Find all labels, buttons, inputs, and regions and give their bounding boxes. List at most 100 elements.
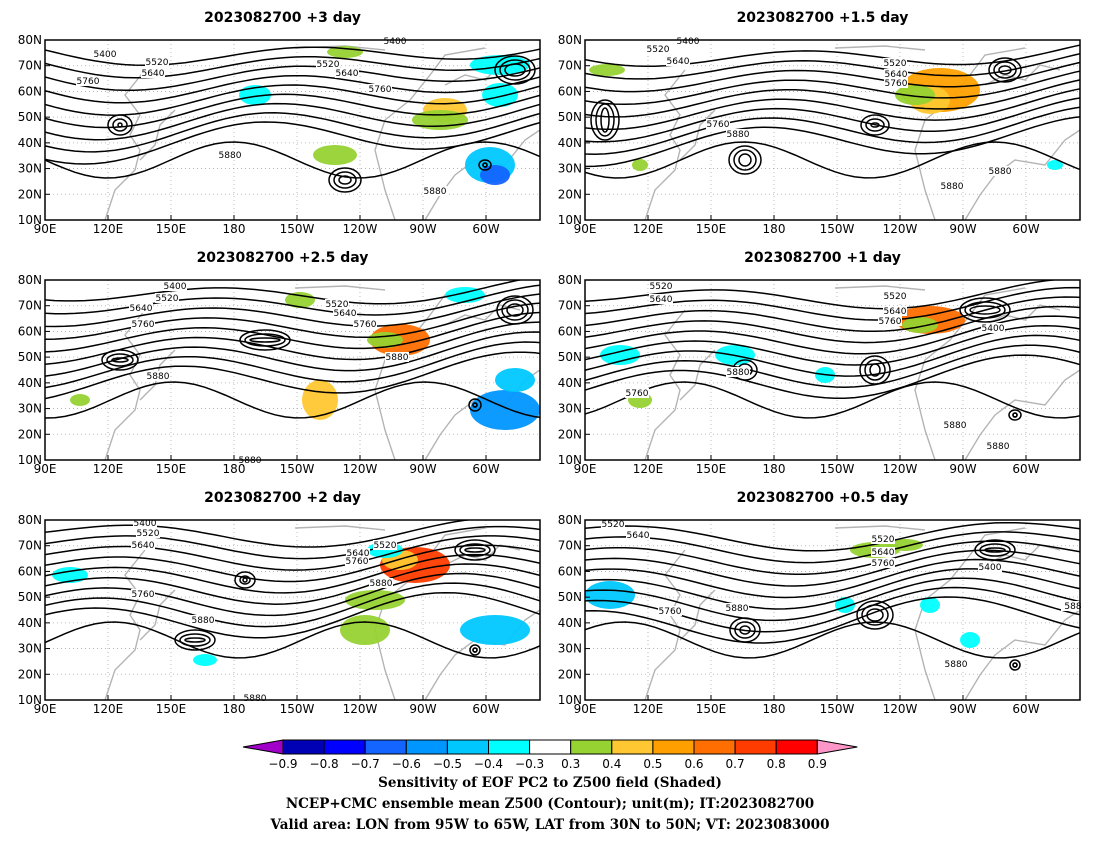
contour-label-bg xyxy=(191,615,215,625)
colorbar-cell xyxy=(446,739,489,755)
contour-label-bg xyxy=(944,659,968,669)
coastline xyxy=(644,549,686,700)
lon-tick-label: 120W xyxy=(343,702,378,716)
contour-label-bg xyxy=(316,59,340,69)
panel-title: 2023082700 +3 day xyxy=(204,10,361,26)
colorbar-cell xyxy=(323,739,366,755)
sensitivity-blob xyxy=(632,159,648,171)
contour-label: 5520 xyxy=(374,541,397,551)
z500-contour xyxy=(45,572,540,617)
lat-tick-label: 10N xyxy=(18,693,42,707)
z500-contour xyxy=(45,381,540,419)
colorbar-cell xyxy=(529,739,572,755)
z500-contour xyxy=(45,341,540,389)
lon-tick-label: 180 xyxy=(763,702,786,716)
map-frame xyxy=(44,519,541,701)
lat-tick-label: 50N xyxy=(18,590,42,604)
colorbar-cell xyxy=(775,739,818,755)
contour-label: 5520 xyxy=(872,535,895,545)
z500-contour xyxy=(585,280,1061,310)
lon-tick-label: 120E xyxy=(633,462,664,476)
contour-label: 5520 xyxy=(156,294,179,304)
map-frame xyxy=(584,519,1081,701)
sensitivity-blob xyxy=(302,380,338,420)
coastline xyxy=(644,69,686,220)
z500-closed-contour xyxy=(860,114,890,136)
contour-label-bg xyxy=(353,319,377,329)
lon-tick-label: 90W xyxy=(949,222,976,236)
coastline xyxy=(679,109,716,161)
z500-contour xyxy=(585,621,1080,659)
map-panel-1: 2023082700 +3 day54005520564057605880540… xyxy=(18,10,541,236)
lon-tick-label: 60W xyxy=(472,222,499,236)
z500-contour xyxy=(585,596,1080,644)
contour-label-bg xyxy=(218,150,242,160)
contour-label-bg xyxy=(649,294,673,304)
contour-label-bg xyxy=(883,58,907,68)
coastline xyxy=(444,304,521,326)
lat-tick-label: 80N xyxy=(18,273,42,287)
contour-label-bg xyxy=(981,323,1005,333)
contour-label-bg xyxy=(325,299,349,309)
lat-tick-label: 70N xyxy=(18,59,42,73)
z500-closed-contour xyxy=(1012,662,1018,668)
z500-closed-contour xyxy=(739,625,751,635)
contour-label-bg xyxy=(649,281,673,291)
contour-label: 5880 xyxy=(726,604,749,614)
contour-label: 5760 xyxy=(879,317,902,327)
contour-label: 5760 xyxy=(707,120,730,130)
contour-label-bg xyxy=(646,44,670,54)
z500-closed-contour xyxy=(590,99,620,141)
contour-label: 5760 xyxy=(885,79,908,89)
contour-label: 5400 xyxy=(982,324,1005,334)
colorbar-tick-label: −0.4 xyxy=(474,757,503,771)
z500-closed-contour xyxy=(112,118,128,132)
z500-closed-contour xyxy=(1009,659,1021,671)
caption-line-1: Sensitivity of EOF PC2 to Z500 field (Sh… xyxy=(378,775,722,791)
contour-label-bg xyxy=(373,540,397,550)
lat-tick-label: 30N xyxy=(18,642,42,656)
contour-label: 5760 xyxy=(626,389,649,399)
contour-label: 5880 xyxy=(941,182,964,192)
contour-label: 5880 xyxy=(192,616,215,626)
panel-title: 2023082700 +1 day xyxy=(744,250,901,266)
lon-tick-label: 90E xyxy=(34,222,57,236)
coastline xyxy=(834,285,926,291)
colorbar-tick-label: −0.8 xyxy=(310,757,339,771)
lon-tick-label: 60W xyxy=(1012,222,1039,236)
z500-closed-contour xyxy=(870,122,880,128)
map-panel-2: 2023082700 +1.5 day540055205640576058805… xyxy=(558,10,1081,236)
z500-closed-contour xyxy=(984,547,1006,553)
colorbar-tick-label: −0.5 xyxy=(433,757,462,771)
contour-label: 588 xyxy=(1064,602,1081,612)
contour-label-bg xyxy=(676,36,700,46)
contour-label: 5760 xyxy=(132,590,155,600)
z500-closed-contour xyxy=(333,171,357,189)
lon-tick-label: 180 xyxy=(223,222,246,236)
contour-label-bg xyxy=(346,548,370,558)
coastline xyxy=(914,527,1026,700)
panel-title: 2023082700 +0.5 day xyxy=(737,490,909,506)
colorbar-tick-label: 0.9 xyxy=(808,757,827,771)
map-frame xyxy=(44,279,541,461)
lat-tick-label: 30N xyxy=(558,402,582,416)
colorbar-tick-label: 0.6 xyxy=(684,757,703,771)
lon-tick-label: 90E xyxy=(574,462,597,476)
contour-label-bg xyxy=(706,119,730,129)
lat-tick-label: 40N xyxy=(18,136,42,150)
lat-tick-label: 20N xyxy=(558,187,582,201)
lon-tick-label: 90E xyxy=(34,702,57,716)
lat-tick-label: 30N xyxy=(558,162,582,176)
coastline xyxy=(679,349,716,401)
z500-closed-contour xyxy=(239,575,251,585)
lat-tick-label: 10N xyxy=(558,693,582,707)
lat-tick-label: 50N xyxy=(558,590,582,604)
z500-closed-contour xyxy=(242,577,248,583)
sensitivity-blob xyxy=(193,654,217,666)
contour-label: 5760 xyxy=(77,77,100,87)
z500-closed-contour xyxy=(179,633,211,647)
sensitivity-blob xyxy=(589,64,625,76)
z500-contour xyxy=(585,334,1080,377)
z500-closed-contour xyxy=(969,305,1001,315)
contour-label: 5880 xyxy=(424,187,447,197)
